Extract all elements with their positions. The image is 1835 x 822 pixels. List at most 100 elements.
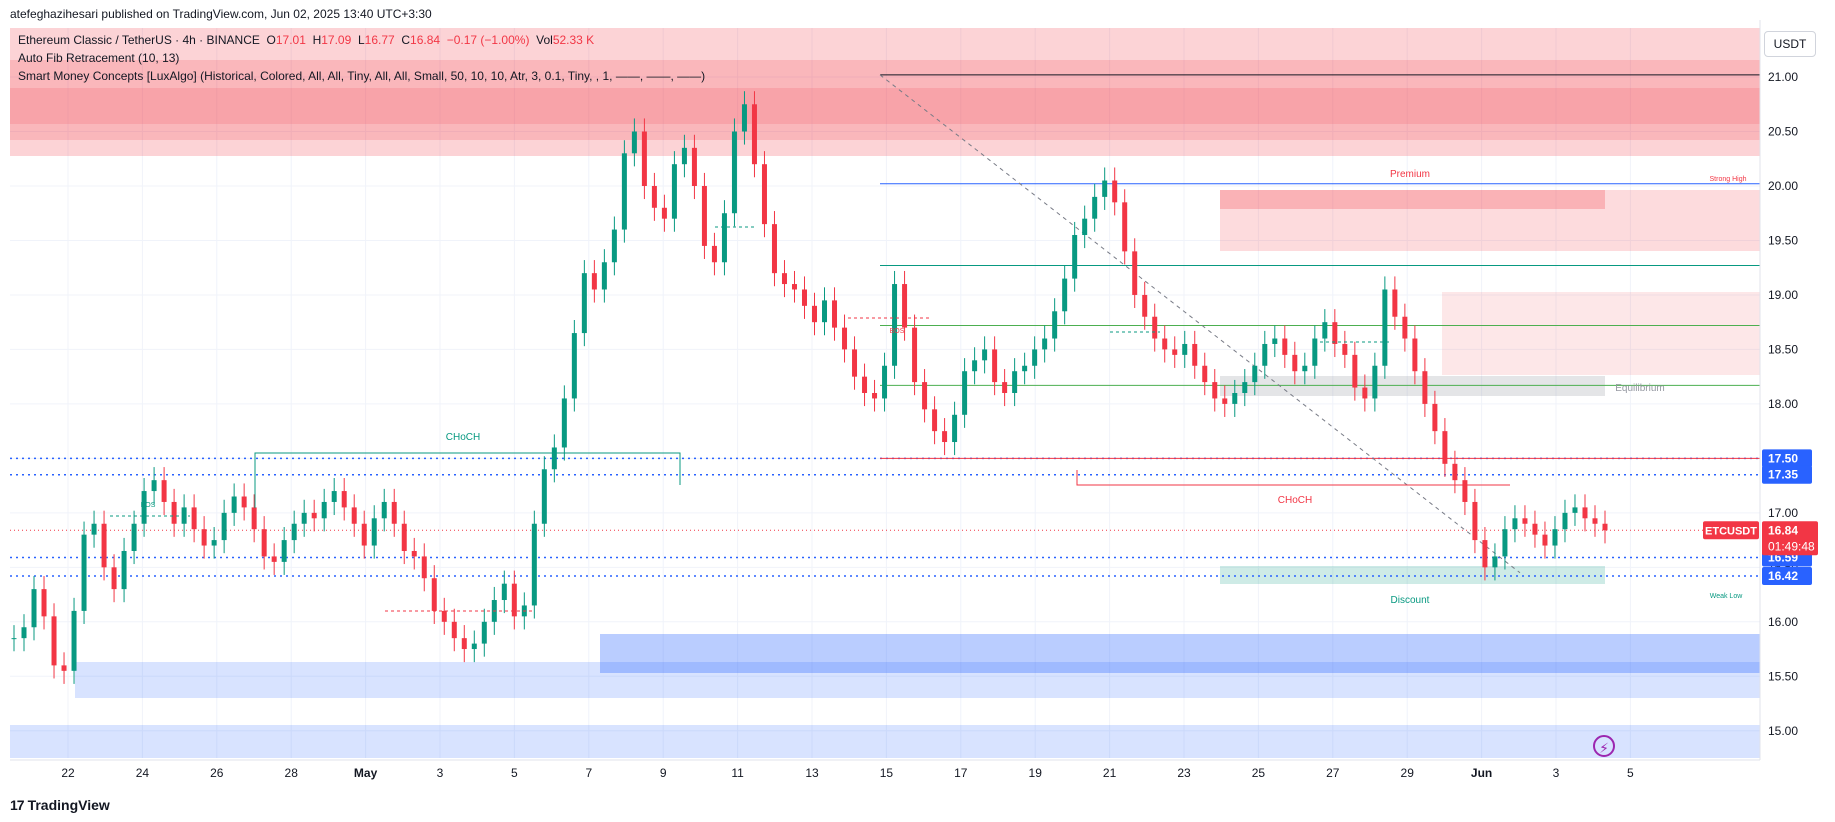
x-tick-label: 24 (136, 766, 150, 780)
countdown-text: 01:49:48 (1768, 539, 1815, 553)
candle-body (761, 164, 767, 225)
vol-value: 52.33 K (552, 33, 595, 47)
candle-body (531, 523, 537, 606)
price-level-text: 16.42 (1768, 569, 1798, 583)
candle-body (591, 273, 597, 290)
y-tick-label: 15.00 (1768, 724, 1798, 738)
candle-body (161, 480, 167, 502)
candle-body (71, 610, 77, 671)
candle-body (1352, 354, 1358, 388)
x-tick-label: 19 (1029, 766, 1043, 780)
last-price-badge (1762, 521, 1818, 556)
x-tick-label: 11 (731, 766, 744, 780)
candle-body (361, 523, 367, 546)
x-tick-label: 27 (1326, 766, 1340, 780)
candle-body (1272, 338, 1278, 344)
low-value: 16.77 (364, 33, 395, 47)
candle-body (211, 540, 217, 546)
price-level-badge (1762, 465, 1812, 484)
y-tick-label: 18.50 (1768, 342, 1798, 356)
candle-body (1382, 289, 1388, 366)
supply-zone-outer (10, 28, 1760, 156)
candle-body (1602, 523, 1608, 531)
candle-body (1462, 480, 1468, 502)
change-value: −0.17 (−1.00%) (446, 33, 530, 47)
x-tick-label: Jun (1471, 766, 1492, 780)
candle-body (51, 616, 57, 666)
x-tick-label: 7 (585, 766, 592, 780)
candle-body (241, 496, 247, 508)
candle-body (61, 665, 67, 671)
levels (10, 74, 1760, 577)
candle-body (791, 284, 797, 290)
candle-body (381, 501, 387, 519)
candle-body (651, 185, 657, 208)
annotation-label: Premium (1390, 169, 1430, 180)
candle-body (41, 589, 47, 617)
x-tick-label: 25 (1252, 766, 1266, 780)
price-level-badge (1762, 449, 1812, 468)
candle-body (1012, 371, 1018, 393)
candle-body (771, 224, 777, 274)
candle-body (972, 360, 978, 372)
candle-body (431, 578, 437, 611)
indicator-fib[interactable]: Auto Fib Retracement (10, 13) (18, 51, 180, 65)
x-tick-label: 13 (805, 766, 819, 780)
candle-body (21, 627, 27, 639)
candle-body (1302, 365, 1308, 372)
candle-body (271, 556, 277, 562)
candle-body (832, 300, 838, 328)
candle-body (621, 153, 627, 230)
tradingview-brand[interactable]: 17 TradingView (10, 797, 110, 813)
zones (10, 28, 1760, 758)
candle-body (601, 262, 607, 290)
candle-body (1442, 431, 1448, 464)
candle-body (501, 583, 507, 601)
candle-body (261, 529, 267, 557)
candle-body (1192, 343, 1198, 366)
annotation-label: Weak Low (1710, 593, 1743, 600)
indicator-smc[interactable]: Smart Money Concepts [LuxAlgo] (Historic… (18, 69, 706, 83)
lightning-icon[interactable]: ⚡ (1593, 735, 1615, 757)
candle-body (1492, 556, 1498, 568)
candle-body (751, 104, 757, 165)
candle-body (551, 447, 557, 470)
y-tick-label: 18.00 (1768, 397, 1798, 411)
y-tick-label: 20.00 (1768, 179, 1798, 193)
annotation-label: BOS (890, 328, 905, 335)
tradingview-logo-icon: 17 (10, 797, 25, 813)
candle-body (571, 333, 577, 399)
candle-body (81, 534, 87, 611)
candle-body (301, 512, 307, 524)
candle-body (721, 213, 727, 263)
brand-name: TradingView (27, 797, 110, 813)
candle-body (631, 131, 637, 154)
candle-body (1432, 403, 1438, 432)
candle-body (1102, 180, 1108, 197)
candle-body (671, 164, 677, 219)
candle-body (812, 305, 818, 323)
candle-body (962, 371, 968, 415)
currency-button[interactable]: USDT (1764, 31, 1816, 57)
premium-zone (1220, 190, 1760, 251)
price-level-text: 17.50 (1768, 451, 1798, 465)
candle-body (281, 540, 287, 562)
candle-body (1312, 338, 1318, 366)
candle-body (1072, 235, 1078, 279)
candle-body (711, 245, 717, 263)
candle-body (461, 638, 467, 650)
candle-body (1002, 382, 1008, 393)
candle-body (451, 621, 457, 639)
candle-body (1172, 349, 1178, 355)
candle-body (801, 289, 807, 306)
candle-body (781, 273, 787, 285)
time-axis: 22 24 26 28 May 3 5 7 9 11 13 15 17 19 21 23 25 27 29 Jun 3 5 (10, 759, 1760, 780)
candle-body (872, 393, 878, 399)
candle-body (852, 349, 858, 377)
candle-body (641, 131, 647, 186)
candle-body (1532, 523, 1538, 535)
candle-body (932, 409, 938, 432)
high-label: H (312, 33, 322, 47)
candle-body (1232, 393, 1238, 404)
